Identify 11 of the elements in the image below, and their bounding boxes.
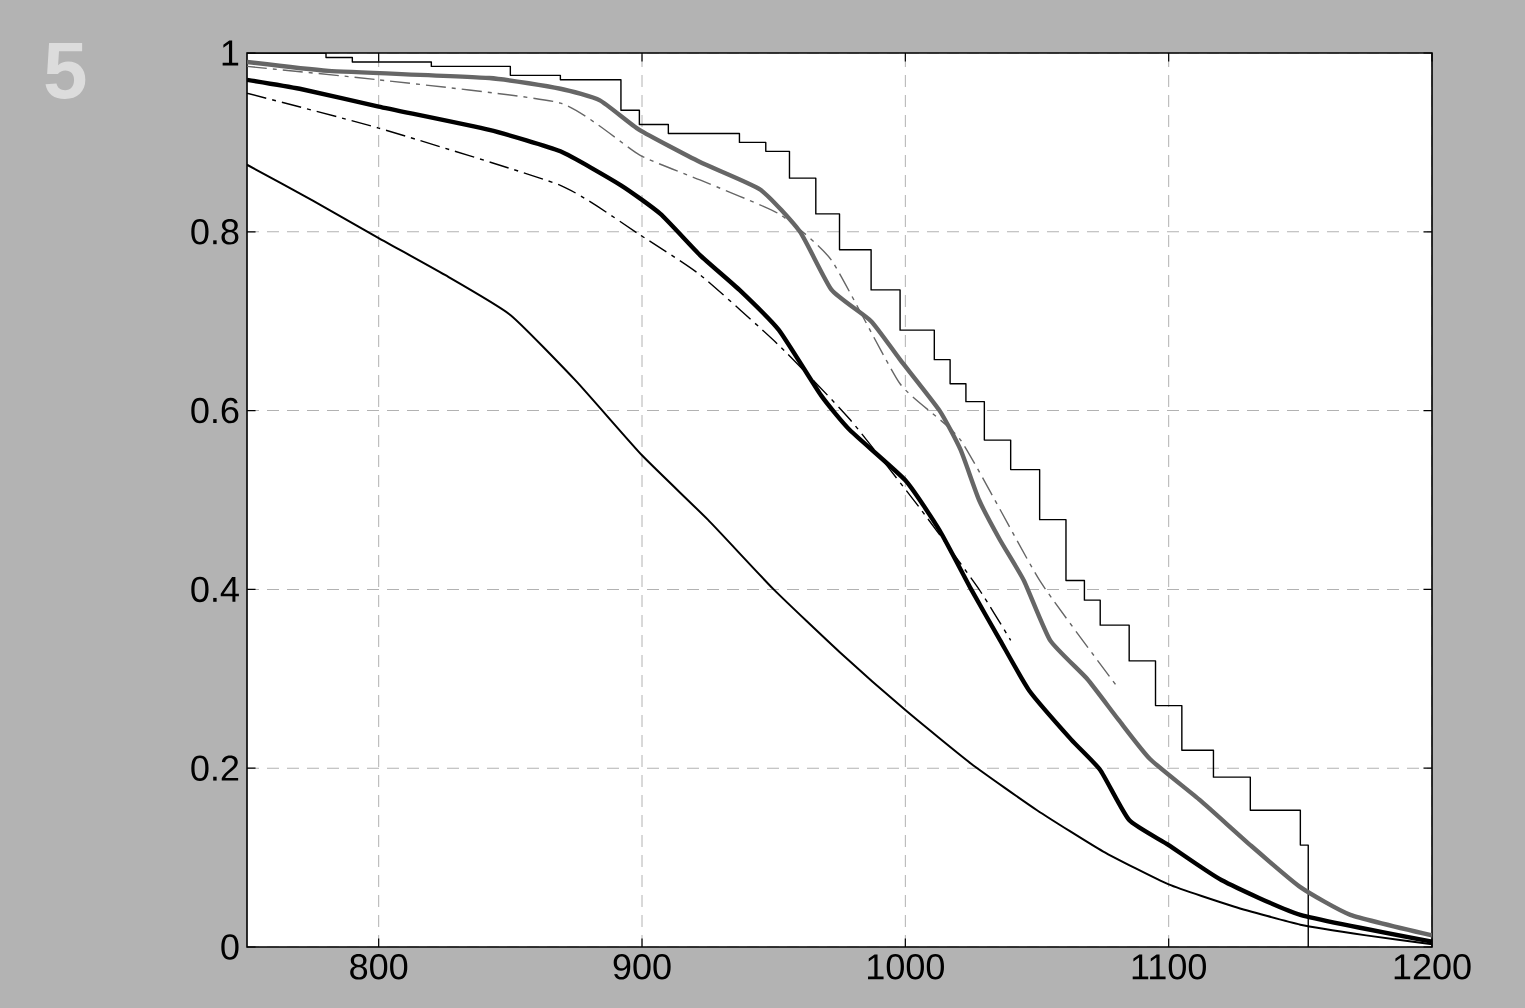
y-tick-label: 0.2	[191, 755, 239, 781]
y-tick-label: 0.6	[191, 397, 239, 424]
x-tick-label: 1100	[1132, 954, 1206, 980]
y-tick-label: 0	[221, 934, 239, 960]
y-tick-label: 0.8	[191, 219, 239, 245]
x-tick-label: 900	[613, 954, 671, 980]
x-tick-label: 1200	[1394, 954, 1471, 980]
y-tick-label: 0.4	[191, 576, 239, 603]
y-tick-label: 1	[222, 40, 239, 66]
x-tick-label: 1000	[868, 954, 944, 980]
x-tick-label: 800	[350, 954, 408, 980]
